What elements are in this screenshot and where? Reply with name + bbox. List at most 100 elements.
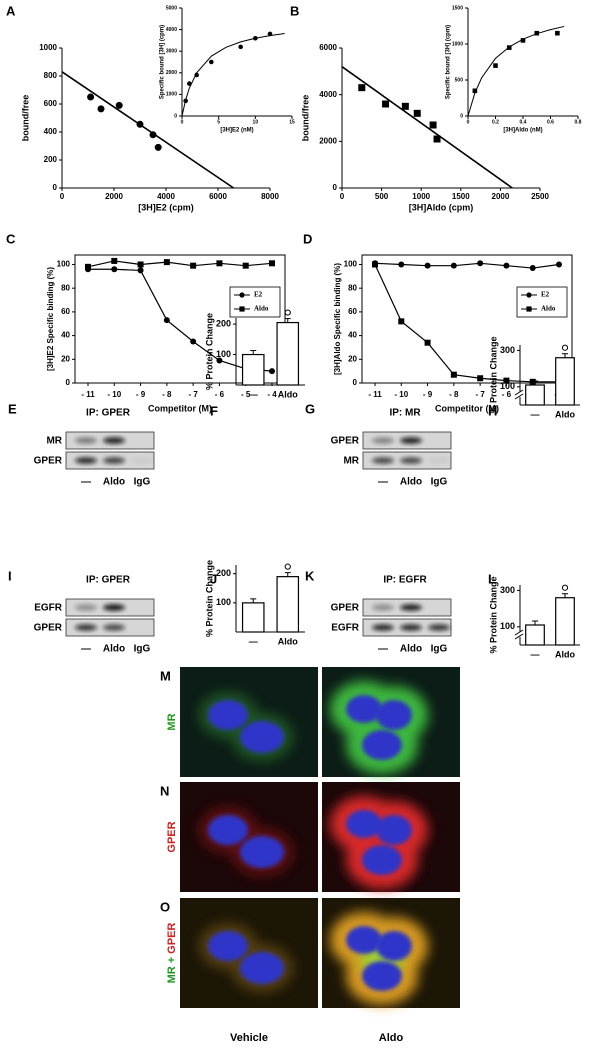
x-tick-label: 8000 — [261, 192, 279, 201]
blot-title: IP: EGFR — [383, 575, 427, 586]
y-tick-label: 4000 — [319, 90, 337, 99]
blot-row-label: GPER — [34, 456, 63, 467]
x-tick-label: 0.4 — [520, 119, 527, 125]
point — [413, 109, 421, 117]
blot-lane-label: — — [81, 644, 91, 655]
stain-part: MR — [166, 966, 178, 983]
point — [85, 263, 91, 270]
point — [372, 261, 378, 268]
y-tick-label: 4000 — [166, 27, 177, 33]
point — [526, 306, 532, 312]
x-tick-label: 0.8 — [575, 119, 582, 125]
y-axis-label: Specific bound [3H] (cpm) — [446, 25, 452, 99]
blot-row-label: GPER — [331, 603, 360, 614]
point — [216, 260, 223, 267]
y-tick-label: 200 — [216, 568, 231, 578]
series-line — [374, 262, 560, 269]
point — [398, 261, 405, 268]
panel-letter: J — [210, 571, 217, 586]
point — [269, 368, 275, 375]
series-line — [88, 268, 273, 372]
point — [190, 262, 197, 269]
y-tick-label: 2000 — [166, 70, 177, 76]
point — [269, 260, 275, 267]
blot-title: IP: MR — [389, 408, 421, 419]
y-tick-label: 2000 — [319, 136, 337, 145]
x-tick-label: — — [249, 389, 258, 399]
panel-letter: A — [6, 3, 16, 18]
panel-letter: H — [488, 403, 497, 418]
nucleus — [346, 926, 382, 954]
y-tick-label: 800 — [44, 71, 58, 80]
point — [450, 262, 457, 269]
point — [472, 88, 478, 94]
axis-break — [514, 393, 524, 400]
x-tick-label: 0.6 — [547, 119, 554, 125]
panel-letter: L — [488, 571, 496, 586]
bar — [555, 357, 575, 406]
blot-band — [372, 624, 394, 631]
y-tick-label: 600 — [44, 99, 58, 108]
point — [115, 101, 123, 109]
bar — [555, 597, 575, 646]
nucleus — [362, 845, 402, 875]
point — [253, 35, 258, 41]
micrograph — [322, 782, 460, 892]
point — [401, 102, 409, 110]
blot-lane-label: — — [378, 644, 388, 655]
panel-letter: K — [305, 568, 315, 583]
x-tick-label: 6000 — [209, 192, 227, 201]
y-tick-label: 60 — [61, 307, 70, 316]
blot-band — [372, 457, 394, 464]
y-tick-label: 100 — [500, 621, 515, 631]
significance — [284, 309, 291, 316]
stain-label: MR — [166, 713, 178, 730]
point — [382, 100, 390, 108]
nucleus — [240, 721, 284, 753]
axis-break-gap — [516, 632, 524, 637]
x-tick-label: - 10 — [394, 390, 408, 399]
nucleus — [240, 952, 284, 984]
point — [163, 259, 170, 266]
x-tick-label: 2500 — [531, 192, 549, 201]
x-axis-label: [3H]Aldo (nM) — [503, 128, 542, 134]
y-tick-label: 100 — [500, 381, 515, 391]
point — [97, 105, 105, 113]
y-tick-label: 100 — [57, 260, 71, 269]
x-tick-label: 0 — [340, 192, 345, 201]
y-tick-label: 40 — [348, 331, 357, 340]
x-tick-label: 1000 — [412, 192, 430, 201]
axis-break — [514, 629, 524, 636]
micrograph — [180, 667, 318, 777]
x-tick-label: 10 — [253, 119, 259, 125]
y-tick-label: 1000 — [452, 41, 463, 47]
y-tick-label: 0 — [174, 113, 177, 119]
axis-break-gap — [516, 392, 524, 397]
blot-band — [372, 437, 394, 444]
blot-row-label: MR — [46, 436, 62, 447]
point — [267, 31, 273, 37]
x-tick-label: 4000 — [157, 192, 175, 201]
y-tick-label: 200 — [44, 155, 58, 164]
panel-letter: G — [305, 401, 315, 416]
blot-lane-label: Aldo — [103, 477, 125, 488]
point — [556, 261, 562, 268]
y-axis-label: % Protein Change — [488, 576, 498, 653]
point — [154, 143, 162, 151]
point — [429, 121, 437, 129]
panel-letter: M — [160, 668, 171, 683]
point — [398, 318, 405, 325]
blot-band — [103, 457, 125, 464]
point — [450, 371, 457, 378]
point — [520, 38, 526, 43]
y-tick-label: 80 — [348, 283, 357, 292]
point — [111, 266, 118, 273]
point — [216, 357, 223, 364]
y-tick-label: 100 — [344, 260, 358, 269]
nucleus — [208, 815, 248, 845]
nucleus — [376, 700, 412, 730]
x-tick-label: - 10 — [107, 390, 121, 399]
y-tick-label: 1000 — [39, 43, 57, 52]
point — [477, 375, 484, 382]
